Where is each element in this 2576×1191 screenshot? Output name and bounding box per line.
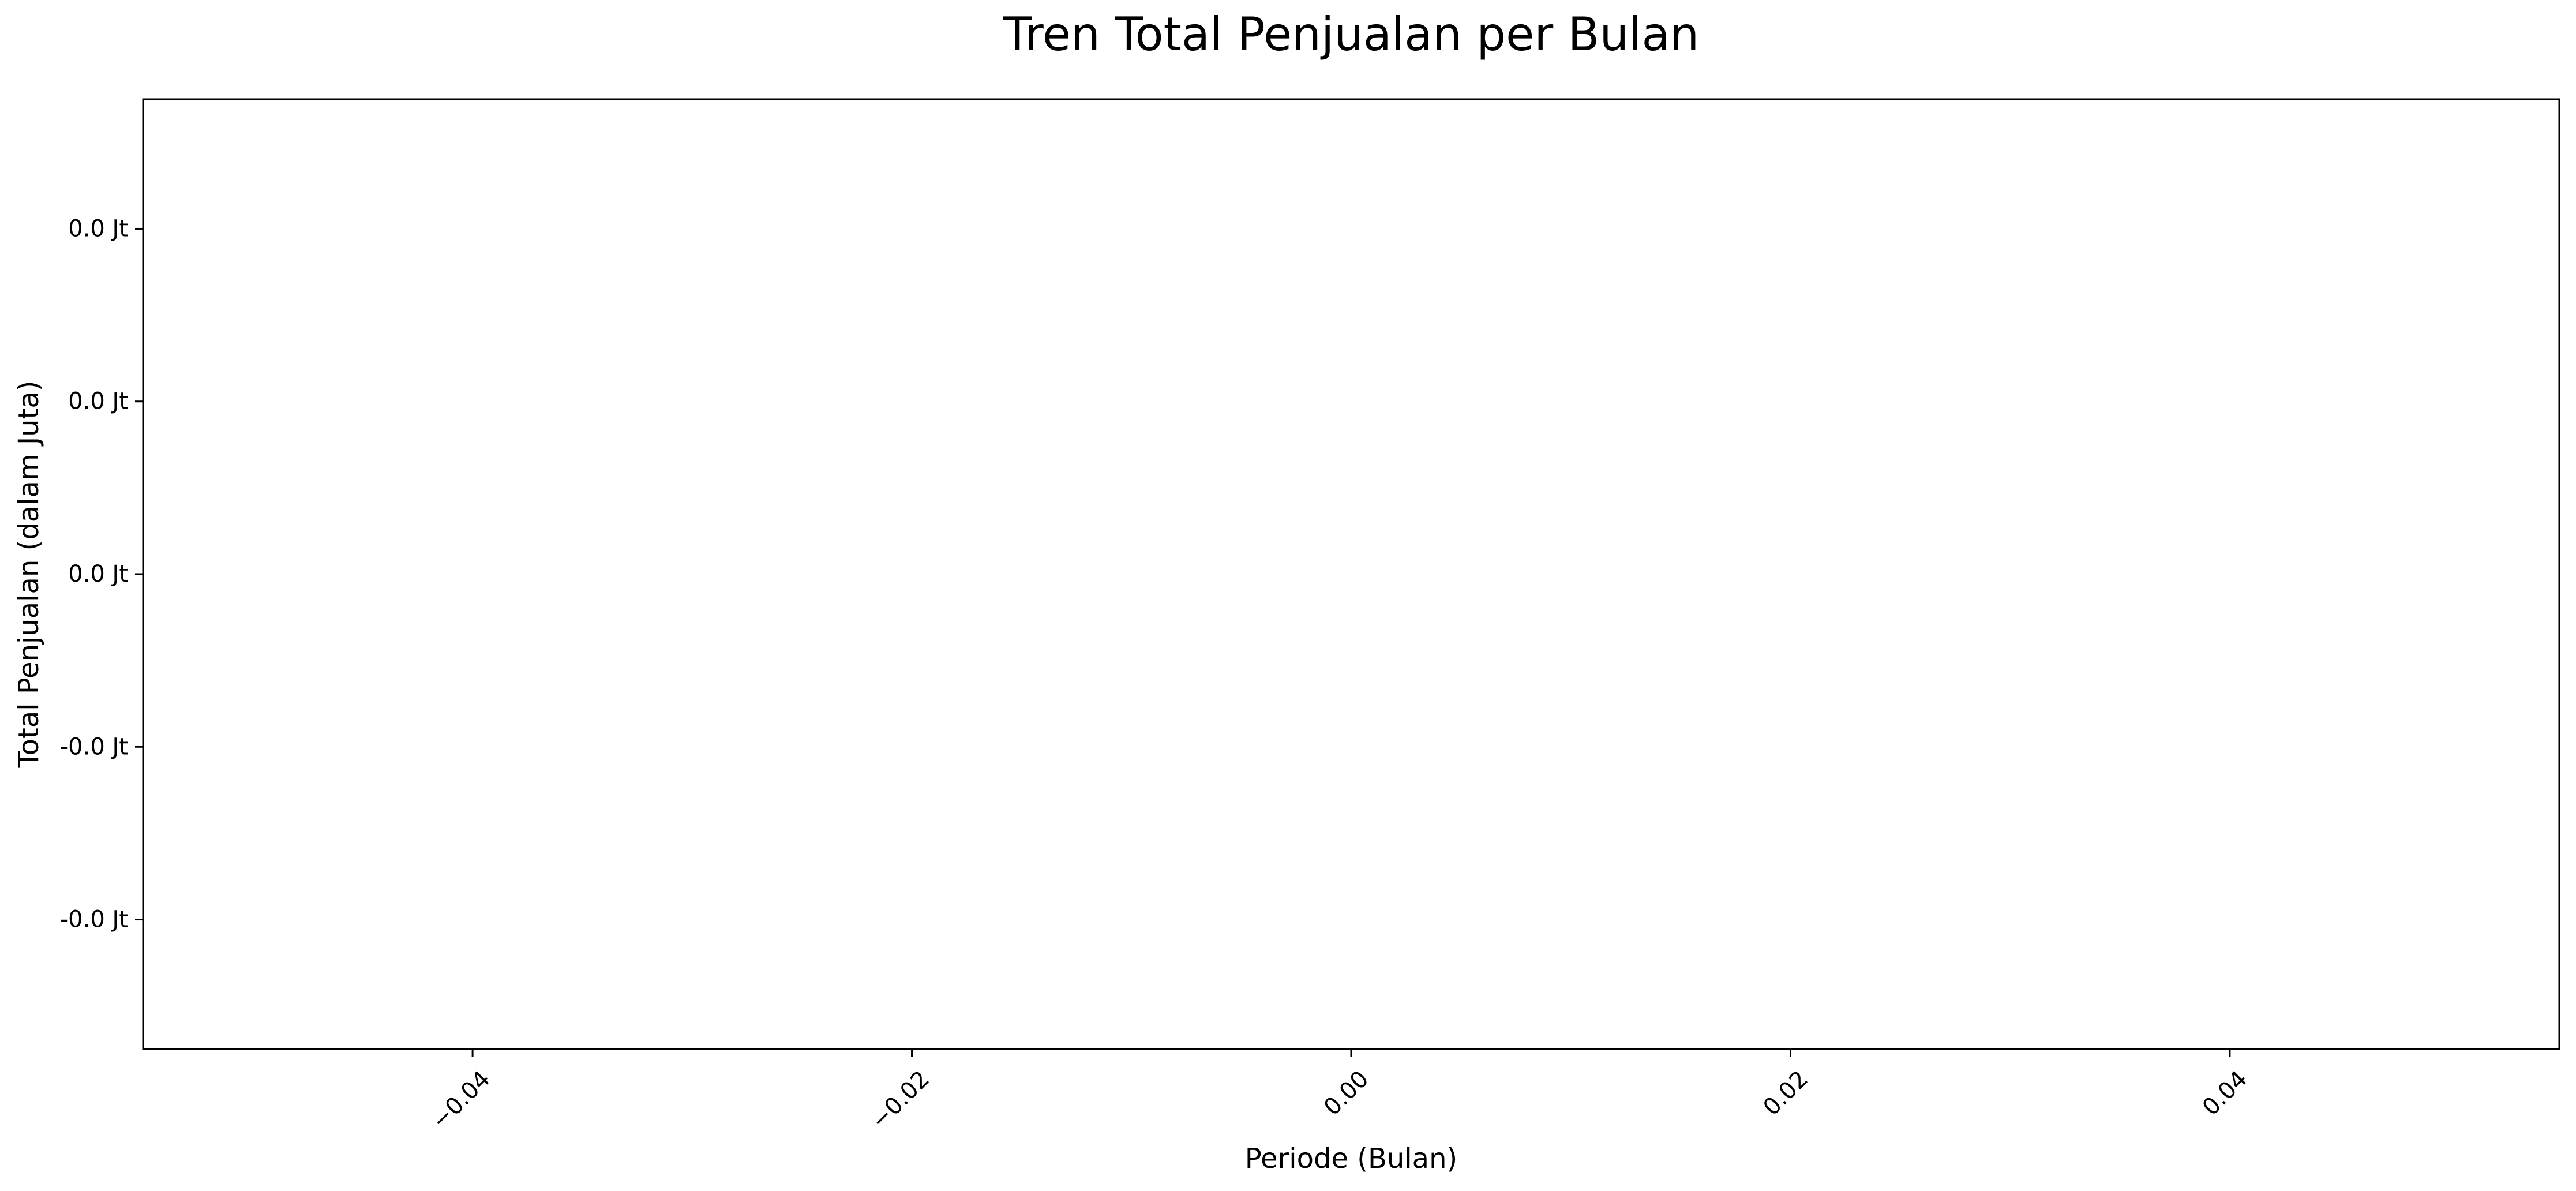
y-tick-label: 0.0 Jt xyxy=(68,561,128,587)
x-tick-label: 0.04 xyxy=(2198,1066,2253,1121)
y-tick-label: -0.0 Jt xyxy=(60,907,128,933)
y-tick-label: 0.0 Jt xyxy=(68,388,128,415)
y-axis-label: Total Penjualan (dalam Juta) xyxy=(13,380,45,768)
x-tick-label: 0.02 xyxy=(1758,1066,1813,1121)
y-tick-label: 0.0 Jt xyxy=(68,215,128,242)
x-tick-label: 0.00 xyxy=(1319,1066,1374,1121)
x-tick-label: −0.02 xyxy=(866,1066,935,1134)
x-tick-label: −0.04 xyxy=(426,1066,495,1134)
x-axis-label: Periode (Bulan) xyxy=(1245,1143,1457,1175)
y-axis: 0.0 Jt 0.0 Jt 0.0 Jt -0.0 Jt -0.0 Jt xyxy=(60,215,143,933)
plot-area xyxy=(142,98,2560,1050)
x-axis: −0.04 −0.02 0.00 0.02 0.04 xyxy=(426,1049,2252,1134)
y-tick-label: -0.0 Jt xyxy=(60,733,128,760)
chart-title: Tren Total Penjualan per Bulan xyxy=(1003,8,1699,61)
